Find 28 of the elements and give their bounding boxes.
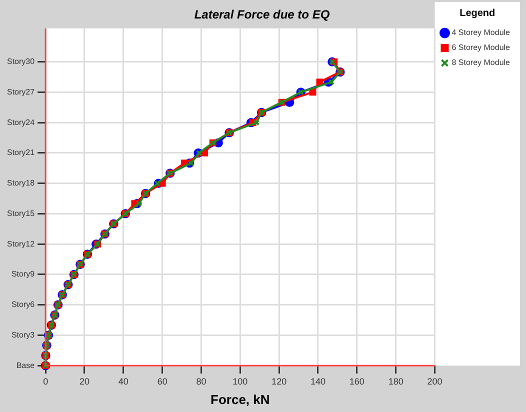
x-tick-label: 160	[349, 376, 364, 386]
y-tick-label: Story18	[6, 178, 36, 188]
y-tick-label: Story30	[6, 57, 36, 66]
y-tick-label: Base	[16, 360, 36, 370]
x-tick-label: 140	[310, 376, 326, 386]
x-tick-label: 80	[196, 376, 206, 386]
y-tick-label: Story6	[11, 300, 36, 310]
legend-label: 6 Storey Module	[452, 43, 511, 52]
y-tick-label: Story12	[6, 239, 36, 248]
y-tick-label: Story3	[11, 330, 36, 340]
y-tick-label: Story27	[6, 87, 36, 96]
x-tick-label: 0	[43, 376, 48, 386]
legend-title: Legend	[460, 8, 496, 19]
chart-title: Lateral Force due to EQ	[194, 8, 330, 22]
x-tick-label: 20	[79, 376, 90, 386]
y-tick-label: Story15	[6, 208, 36, 218]
x-tick-label: 40	[118, 376, 128, 386]
y-tick-label: Story24	[6, 118, 36, 127]
x-tick-label: 200	[427, 376, 442, 386]
x-tick-label: 60	[157, 376, 168, 386]
y-tick-label: Story9	[11, 270, 36, 279]
x-axis-title: Force, kN	[210, 392, 270, 407]
x-tick-label: 120	[272, 376, 287, 386]
legend-label: 4 Storey Module	[452, 28, 511, 38]
x-tick-label: 100	[232, 376, 248, 386]
legend-label: 8 Storey Module	[452, 58, 511, 68]
x-tick-label: 180	[388, 376, 404, 386]
y-tick-label: Story21	[6, 148, 36, 158]
